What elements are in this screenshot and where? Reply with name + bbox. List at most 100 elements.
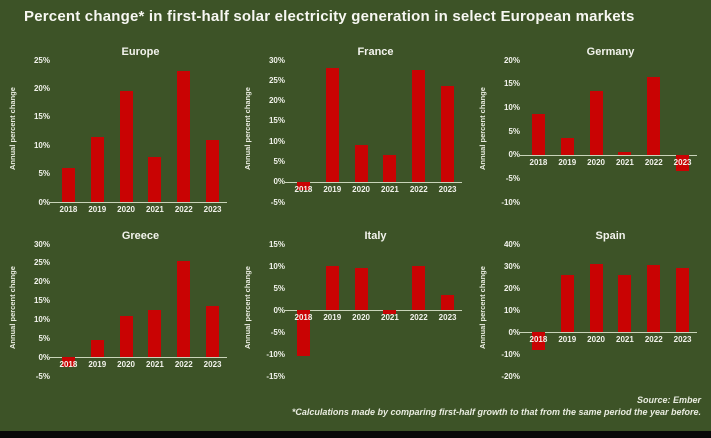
x-tick-label: 2020 (587, 157, 605, 167)
chart-panel-italy: Italy Annual percent change -15% -10% -5% 0… (241, 228, 470, 398)
y-tick-label: 30% (33, 239, 50, 249)
bar-2018 (296, 181, 310, 190)
bottom-strip (0, 431, 711, 438)
bar-2018 (531, 114, 545, 155)
x-tick-label: 2018 (529, 157, 548, 167)
zero-axis-line (519, 332, 697, 333)
x-tick-label: 2020 (587, 335, 605, 344)
bar-2023 (676, 154, 690, 172)
bar-2019 (325, 68, 339, 182)
zero-axis-line (49, 202, 227, 203)
x-tick-label: 2018 (294, 184, 313, 194)
bar-2021 (148, 310, 162, 358)
bar-2018 (531, 332, 545, 350)
bar-2020 (119, 315, 133, 358)
y-tick-label: 20% (33, 83, 50, 93)
zero-axis-line (284, 310, 462, 311)
plot-area: 2018 2019 2020 2021 2022 2023 (284, 60, 462, 202)
y-tick-label: 30% (503, 261, 520, 271)
bar-2020 (354, 145, 368, 182)
plot-area: 2018 2019 2020 2021 2022 2023 (519, 60, 697, 202)
bar-2021 (618, 152, 632, 155)
x-tick-label: 2023 (673, 335, 692, 344)
x-tick-label: 2018 (529, 335, 548, 344)
bar-2018 (61, 167, 75, 202)
y-tick-label: 15% (503, 79, 520, 89)
x-tick-label: 2019 (323, 184, 342, 194)
y-axis-ticks: -5% 0% 5% 10% 15% 20% 25% 30% (249, 56, 285, 207)
bar-2022 (647, 264, 661, 332)
y-tick-label: 25% (33, 258, 50, 268)
plot-area: 2018 2019 2020 2021 2022 2023 (49, 60, 227, 214)
x-tick-label: 2022 (409, 184, 428, 194)
y-tick-label: 30% (268, 55, 285, 65)
bar-2019 (560, 138, 574, 155)
x-tick-label: 2022 (174, 205, 193, 214)
y-tick-label: 10% (33, 314, 50, 324)
x-tick-label: 2020 (352, 313, 370, 322)
y-tick-label: 40% (503, 239, 520, 249)
chart-panel-germany: Germany Annual percent change -10% -5% 0% 5… (476, 44, 705, 228)
y-axis-ticks: -10% -5% 0% 5% 10% 15% 20% (484, 56, 520, 207)
y-tick-label: 0% (273, 177, 285, 187)
y-tick-label: -10% (266, 349, 285, 359)
x-tick-label: 2019 (323, 313, 342, 322)
footer: Source: Ember *Calculations made by comp… (10, 395, 701, 417)
y-tick-label: 0% (508, 327, 520, 337)
y-tick-label: 15% (33, 112, 50, 122)
bar-2021 (383, 155, 397, 182)
bar-2019 (90, 340, 104, 358)
bar-2022 (177, 260, 191, 358)
x-tick-label: 2023 (203, 360, 222, 370)
chart-panel-france: France Annual percent change -5% 0% 5% 10% 1… (241, 44, 470, 228)
bar-2023 (441, 86, 455, 182)
x-tick-label: 2021 (381, 184, 399, 194)
y-tick-label: 20% (503, 55, 520, 65)
bar-2022 (177, 71, 191, 202)
y-tick-label: 10% (268, 136, 285, 146)
x-tick-label: 2021 (616, 157, 634, 167)
x-tick-label: 2021 (616, 335, 634, 344)
y-axis-ticks: -5% 0% 5% 10% 15% 20% 25% 30% (14, 240, 50, 381)
bar-2023 (206, 139, 220, 202)
y-tick-label: 10% (33, 140, 50, 150)
bar-2018 (296, 310, 310, 357)
chart-title: Germany (586, 46, 635, 58)
x-tick-label: 2020 (352, 184, 370, 194)
footnote: *Calculations made by comparing first-ha… (291, 407, 701, 417)
bar-2021 (383, 310, 397, 315)
y-tick-label: 10% (268, 261, 285, 271)
bar-2022 (412, 266, 426, 310)
x-tick-label: 2018 (59, 360, 78, 370)
chart-panel-spain: Spain Annual percent change -20% -10% 0% 10… (476, 228, 705, 398)
x-tick-label: 2020 (117, 205, 135, 214)
x-tick-label: 2023 (438, 184, 457, 194)
chart-title: Europe (121, 46, 160, 58)
bar-2021 (148, 156, 162, 202)
y-tick-label: 0% (508, 150, 520, 160)
bar-2022 (412, 70, 426, 182)
bar-2019 (325, 266, 339, 310)
plot-area: 2018 2019 2020 2021 2022 2023 (49, 244, 227, 376)
bar-2020 (589, 90, 603, 155)
y-tick-label: 0% (273, 305, 285, 315)
y-tick-label: -10% (501, 349, 520, 359)
x-tick-label: 2019 (558, 157, 577, 167)
x-tick-label: 2018 (59, 205, 78, 214)
y-tick-label: 5% (508, 126, 520, 136)
zero-axis-line (284, 181, 462, 183)
x-tick-label: 2021 (381, 313, 399, 322)
y-tick-label: -15% (266, 371, 285, 381)
chart-grid: Europe Annual percent change 0% 5% 10% 15% 2… (6, 44, 705, 398)
x-tick-label: 2019 (558, 335, 577, 344)
y-tick-label: 25% (268, 75, 285, 85)
bar-2020 (354, 268, 368, 310)
y-tick-label: -5% (35, 371, 50, 381)
chart-title: Greece (121, 230, 160, 242)
x-tick-label: 2023 (438, 313, 457, 322)
y-tick-label: -5% (270, 327, 285, 337)
bar-2023 (206, 306, 220, 358)
y-tick-label: 15% (268, 239, 285, 249)
y-tick-label: 5% (273, 156, 285, 166)
x-tick-label: 2019 (88, 360, 107, 370)
